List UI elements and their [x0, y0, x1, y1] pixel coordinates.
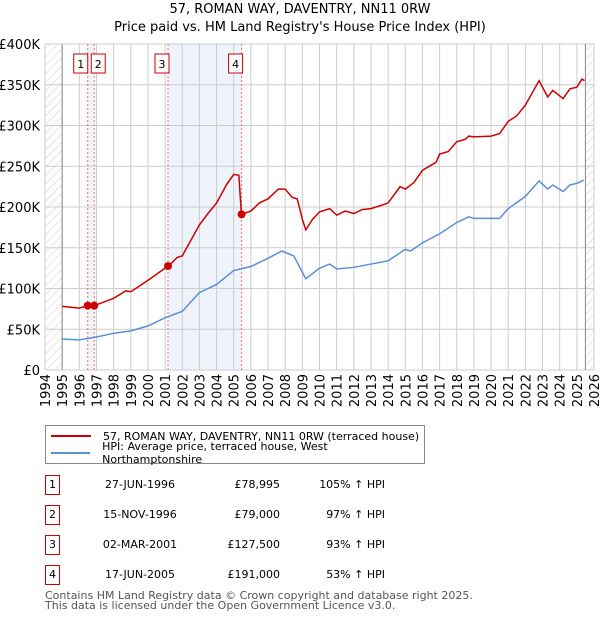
x-tick-label: 2008: [279, 374, 294, 407]
x-tick-label: 2018: [451, 374, 466, 407]
sale-hpi-diff: 105% ↑ HPI: [319, 478, 385, 491]
table-row: 1 27-JUN-1996 £78,995 105% ↑ HPI: [45, 475, 445, 495]
sale-label-box: [73, 53, 89, 74]
legend: 57, ROMAN WAY, DAVENTRY, NN11 0RW (terra…: [45, 425, 425, 466]
chart-subtitle: Price paid vs. HM Land Registry's House …: [114, 20, 486, 35]
legend-property: 57, ROMAN WAY, DAVENTRY, NN11 0RW (terra…: [103, 429, 420, 443]
x-tick-label: 1998: [108, 374, 123, 407]
sale-label: 1: [77, 58, 84, 71]
x-tick-label: 2021: [502, 374, 517, 407]
sale-label-box: [228, 53, 244, 74]
x-tick-label: 1999: [125, 374, 140, 407]
sale-price: £127,500: [227, 538, 281, 551]
y-tick-label: £100K: [0, 283, 40, 298]
sale-label: 3: [159, 58, 166, 71]
x-tick-label: 2016: [416, 374, 431, 407]
x-tick-label: 2005: [228, 374, 243, 407]
plot-area: £0 £50K £100K £150K £200K £250K £300K £350K £400…: [0, 38, 600, 407]
x-tick-label: 2020: [485, 374, 500, 407]
table-row: 2 15-NOV-1996 £79,000 97% ↑ HPI: [45, 505, 445, 525]
table-row: 3 02-MAR-2001 £127,500 93% ↑ HPI: [45, 535, 445, 555]
x-tick-label: 1994: [39, 374, 54, 407]
x-tick-label: 2011: [331, 374, 346, 407]
footer-line2: This data is licensed under the Open Gov…: [45, 599, 396, 612]
y-tick-label: £50K: [7, 323, 41, 338]
sale-label-box: [90, 53, 106, 74]
sale-price: £78,995: [234, 478, 281, 491]
footer-line1: Contains HM Land Registry data © Crown c…: [45, 589, 473, 602]
sale-label: 4: [232, 58, 239, 71]
sale-point: [83, 301, 92, 310]
sale-date: 02-MAR-2001: [102, 538, 178, 551]
x-tick-label: 2019: [468, 374, 483, 407]
sale-date: 27-JUN-1996: [104, 478, 176, 491]
sale-label: 2: [95, 58, 102, 71]
x-tick-label: 2004: [211, 374, 226, 407]
table-row: 4 17-JUN-2005 £191,000 53% ↑ HPI: [45, 565, 445, 585]
y-tick-label: £400K: [0, 38, 40, 53]
y-tick-label: £150K: [0, 242, 40, 257]
x-tick-label: 2006: [245, 374, 260, 407]
hpi-line: [62, 179, 585, 341]
sale-number: 4: [45, 565, 60, 585]
x-tick-label: 2023: [537, 374, 552, 407]
legend-red-swatch: [51, 435, 91, 437]
x-tick-label: 2007: [262, 374, 277, 407]
x-tick-label: 2017: [434, 374, 449, 407]
chart-title: 57, ROMAN WAY, DAVENTRY, NN11 0RW: [169, 2, 431, 17]
sale-date: 17-JUN-2005: [104, 568, 176, 581]
sale-label-box: [154, 53, 170, 74]
sale-number: 2: [45, 505, 60, 525]
property-line: [62, 78, 585, 309]
x-tick-label: 2010: [314, 374, 329, 407]
sale-hpi-diff: 53% ↑ HPI: [326, 568, 385, 581]
x-tick-label: 2014: [382, 374, 397, 407]
sale-price: £79,000: [234, 508, 281, 521]
y-tick-label: £200K: [0, 201, 40, 216]
sale-number: 3: [45, 535, 60, 555]
legend-blue-swatch: [51, 452, 91, 454]
x-tick-label: 2009: [296, 374, 311, 407]
y-tick-label: £250K: [0, 160, 40, 175]
sale-point: [164, 262, 173, 271]
x-tick-label: 2000: [142, 374, 157, 407]
sale-point: [237, 210, 246, 219]
sale-price: £191,000: [227, 568, 281, 581]
y-tick-label: £350K: [0, 79, 40, 94]
sale-point: [90, 301, 99, 310]
y-tick-label: £0: [23, 364, 40, 379]
x-tick-label: 1997: [90, 374, 105, 407]
x-tick-label: 2003: [193, 374, 208, 407]
sale-hpi-diff: 93% ↑ HPI: [326, 538, 385, 551]
x-tick-label: 2024: [554, 374, 569, 407]
x-tick-label: 2022: [519, 374, 534, 407]
x-tick-label: 1995: [56, 374, 71, 407]
y-tick-label: £300K: [0, 120, 40, 135]
x-tick-label: 2025: [571, 374, 586, 407]
x-tick-label: 2001: [159, 374, 174, 407]
x-tick-label: 2013: [365, 374, 380, 407]
x-tick-label: 2012: [348, 374, 363, 407]
x-tick-label: 2002: [176, 374, 191, 407]
x-tick-label: 2015: [399, 374, 414, 407]
x-tick-label: 2026: [588, 374, 600, 407]
sale-hpi-diff: 97% ↑ HPI: [326, 508, 385, 521]
sale-number: 1: [45, 475, 60, 495]
sale-date: 15-NOV-1996: [103, 508, 177, 521]
legend-hpi: HPI: Average price, terraced house, West…: [102, 440, 328, 466]
x-tick-label: 1996: [73, 374, 88, 407]
